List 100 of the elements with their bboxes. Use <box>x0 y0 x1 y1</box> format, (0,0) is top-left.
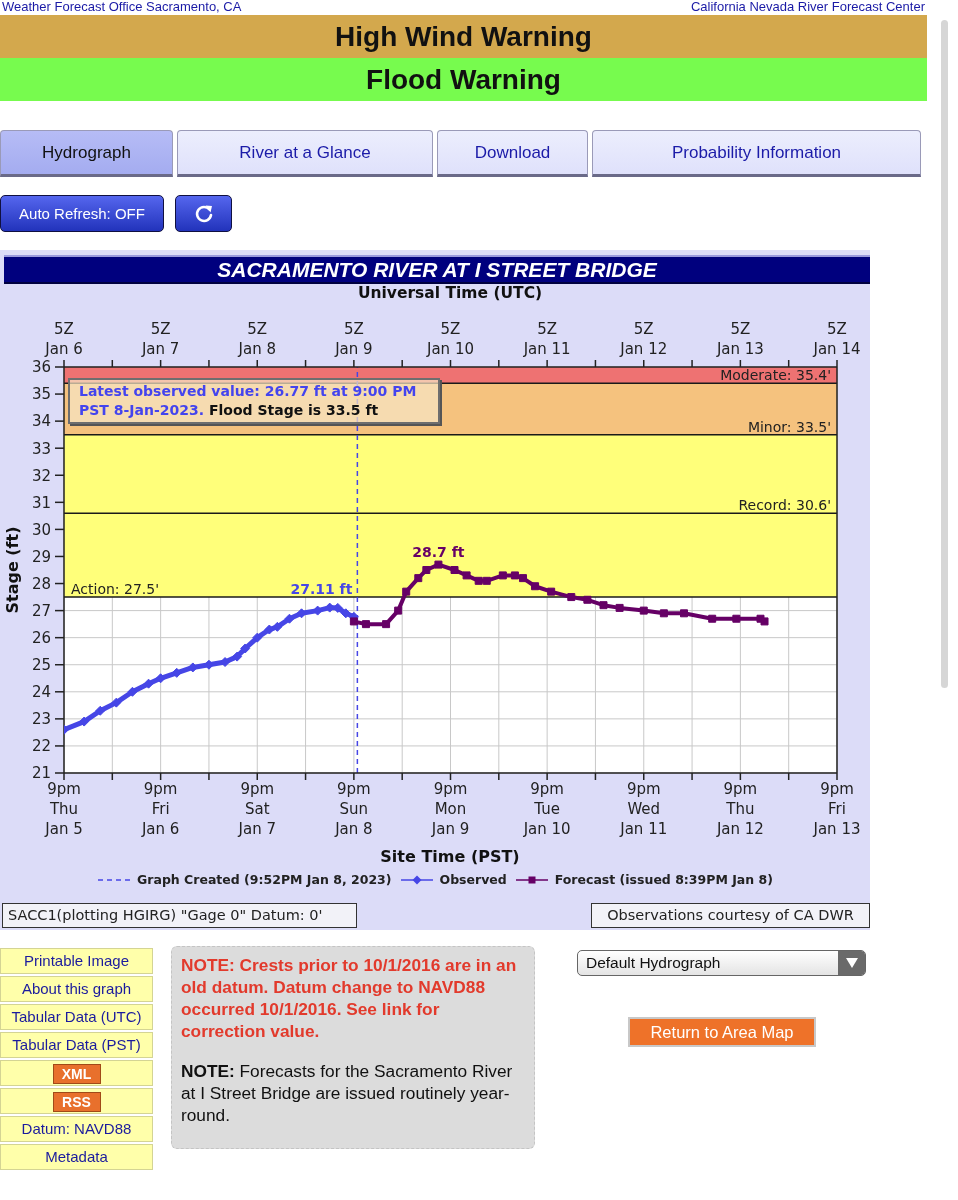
x-tick-label: 9pm Wed Jan 11 <box>619 780 668 838</box>
point <box>680 609 689 618</box>
y-tick-label: 31 <box>31 493 51 512</box>
point <box>547 587 556 596</box>
dropdown: Default Hydrograph <box>577 950 866 976</box>
text: Observations courtesy of CA DWR <box>607 907 854 923</box>
x-tick-label: 9pm Mon Jan 9 <box>430 780 470 838</box>
y-tick-label: 33 <box>31 439 51 458</box>
x2-tick-label: 5Z Jan 7 <box>140 320 180 358</box>
button: RSS <box>52 1092 101 1112</box>
x2-tick-label: 5Z Jan 6 <box>44 320 83 358</box>
point <box>760 617 769 626</box>
ref-line-label: Moderate: 35.4' <box>720 367 831 384</box>
text: Printable Image <box>23 952 130 969</box>
text: About this graph <box>21 980 132 997</box>
ref-line-label: Action: 27.5' <box>71 581 160 598</box>
x-tick-label: 9pm Sun Jan 8 <box>334 780 373 838</box>
text: NOTE: Crests prior to 10/1/2016 are in an old datum. Datum change to NAVD88 occurred 10/1/2016. See link for correction value. <box>181 955 517 1041</box>
point <box>252 632 263 643</box>
point <box>264 624 275 635</box>
y-tick-label: 22 <box>31 737 51 756</box>
point <box>111 697 122 708</box>
legend-label: Observed <box>439 872 507 887</box>
point <box>272 621 283 632</box>
point <box>659 609 668 618</box>
x2-tick-label: 5Z Jan 14 <box>812 320 861 358</box>
tab: Hydrograph <box>0 130 173 177</box>
y-tick-label: 36 <box>31 358 51 377</box>
point <box>143 678 154 689</box>
annotation: Latest observed value: 26.77 ft at 9:00 PM PST 8-Jan-2023. Flood Stage is 33.5 ft <box>79 383 417 418</box>
point <box>422 566 431 574</box>
point <box>414 574 423 583</box>
text: California Nevada River Forecast Center <box>690 0 925 14</box>
point <box>450 566 459 574</box>
button: Auto Refresh: OFF <box>0 195 164 232</box>
x-tick-label: 9pm Fri Jan 6 <box>140 780 180 838</box>
point <box>510 571 519 580</box>
text: Weather Forecast Office Sacramento, CA <box>2 0 242 14</box>
point <box>482 576 491 585</box>
text: NOTE: Forecasts for the Sacramento River at I Street Bridge are issued routinely year-round. <box>181 1061 513 1125</box>
x2-tick-label: 5Z Jan 11 <box>522 320 571 358</box>
point <box>639 606 648 615</box>
text: Tabular Data (PST) <box>12 1036 141 1053</box>
y-tick-label: 35 <box>31 385 51 404</box>
point <box>732 614 741 623</box>
x-tick-label: 9pm Thu Jan 12 <box>715 780 764 838</box>
point <box>240 643 251 654</box>
point <box>583 595 592 604</box>
text: Tabular Data (UTC) <box>11 1008 142 1025</box>
text: Flood Warning <box>366 64 561 95</box>
y-tick-label: 29 <box>31 547 51 566</box>
y-tick-label: 26 <box>31 628 51 647</box>
button: XML <box>52 1064 101 1084</box>
y-tick-label: 24 <box>31 683 51 702</box>
point <box>462 571 471 580</box>
point <box>708 614 717 623</box>
point <box>531 582 540 591</box>
x2-tick-label: 5Z Jan 9 <box>334 320 373 358</box>
point <box>232 651 243 662</box>
x-tick-label: 9pm Sat Jan 7 <box>237 780 276 838</box>
tab: River at a Glance <box>177 130 433 177</box>
point <box>340 608 351 619</box>
tab: Download <box>437 130 588 177</box>
x-tick-label: 9pm Fri Jan 13 <box>812 780 861 838</box>
x2-tick-label: 5Z Jan 10 <box>426 320 474 358</box>
y-tick-label: 21 <box>31 764 51 783</box>
ref-line-label: Minor: 33.5' <box>747 418 831 435</box>
point <box>127 686 138 697</box>
legend-label: Graph Created (9:52PM Jan 8, 2023) <box>137 872 392 887</box>
y-tick-label: 28 <box>31 574 51 593</box>
annotation: 28.7 ft <box>412 543 465 560</box>
legend-label: Forecast (issued 8:39PM Jan 8) <box>554 872 773 887</box>
point <box>394 606 403 615</box>
button: Return to Area Map <box>628 1017 816 1047</box>
x2-axis-title: Universal Time (UTC) <box>357 284 543 302</box>
point <box>402 587 411 596</box>
point <box>434 560 443 569</box>
point <box>615 603 624 612</box>
y-tick-label: 27 <box>31 601 51 620</box>
y-tick-label: 32 <box>31 466 51 485</box>
x2-tick-label: 5Z Jan 8 <box>237 320 276 358</box>
text: SACC1(plotting HGIRG) "Gage 0" Datum: 0' <box>8 907 323 923</box>
text: Datum: NAVD88 <box>21 1120 132 1137</box>
ref-line-label: Record: 30.6' <box>738 497 831 514</box>
point <box>518 574 527 583</box>
point <box>474 576 483 585</box>
point <box>361 620 370 629</box>
point <box>498 571 507 580</box>
text: Metadata <box>45 1148 108 1165</box>
x-tick-label: 9pm Tue Jan 10 <box>522 780 571 838</box>
chart-title: SACRAMENTO RIVER AT I STREET BRIDGE <box>217 258 657 281</box>
x2-tick-label: 5Z Jan 13 <box>715 320 764 358</box>
point <box>155 673 166 684</box>
text: High Wind Warning <box>335 21 592 52</box>
point <box>79 716 90 727</box>
point <box>95 705 106 716</box>
point <box>567 593 576 602</box>
point <box>284 613 295 624</box>
y-tick-label: 23 <box>31 710 51 729</box>
y-tick-label: 34 <box>31 412 51 431</box>
